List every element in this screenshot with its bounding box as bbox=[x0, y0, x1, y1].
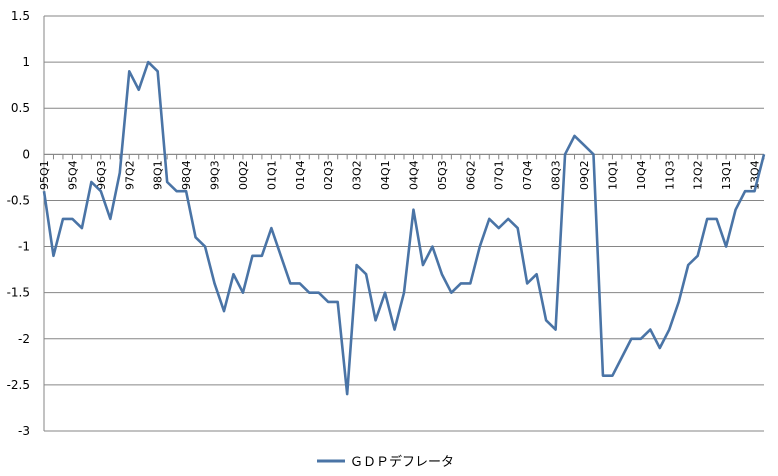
legend: ＧＤＰデフレータ bbox=[317, 454, 454, 470]
x-tick-label: 95Q4 bbox=[66, 160, 79, 190]
y-tick-label: 1.5 bbox=[11, 9, 30, 23]
x-tick-label: 06Q2 bbox=[464, 160, 477, 190]
y-tick-label: 0.5 bbox=[11, 101, 30, 115]
x-tick-label: 11Q3 bbox=[663, 160, 676, 190]
x-axis: 95Q1 95Q4 96Q3 97Q2 98Q1 98Q4 99Q3 00Q2 01Q1 01Q4… bbox=[38, 153, 765, 190]
x-tick-label: 01Q1 bbox=[265, 160, 278, 190]
x-tick-label: 10Q1 bbox=[606, 160, 619, 190]
x-tick-label: 01Q4 bbox=[294, 160, 307, 190]
x-tick-label: 02Q3 bbox=[322, 160, 335, 190]
x-tick-label: 95Q1 bbox=[38, 160, 51, 190]
y-tick-label: -2 bbox=[18, 332, 30, 346]
x-tick-label: 98Q1 bbox=[152, 160, 165, 190]
x-tick-label: 03Q2 bbox=[351, 160, 364, 190]
x-tick-label: 96Q3 bbox=[95, 160, 108, 190]
y-axis-ticks: 1.5 1 0.5 0 -0.5 -1 -1.5 -2 -2.5 -3 bbox=[7, 9, 30, 438]
x-tick-label: 07Q4 bbox=[521, 160, 534, 190]
y-tick-label: -1.5 bbox=[7, 286, 30, 300]
x-tick-label: 04Q1 bbox=[379, 160, 392, 190]
x-tick-label: 12Q2 bbox=[692, 160, 705, 190]
x-tick-label: 13Q1 bbox=[720, 160, 733, 190]
legend-label: ＧＤＰデフレータ bbox=[350, 454, 454, 470]
y-tick-label: 0 bbox=[22, 147, 30, 161]
x-tick-label: 00Q2 bbox=[237, 160, 250, 190]
y-tick-label: -2.5 bbox=[7, 378, 30, 392]
series-line bbox=[42, 60, 766, 396]
y-tick-label: 1 bbox=[22, 55, 30, 69]
x-tick-label: 09Q2 bbox=[578, 160, 591, 190]
x-tick-label: 04Q4 bbox=[407, 160, 420, 190]
y-tick-label: -1 bbox=[18, 240, 30, 254]
x-tick-label: 07Q1 bbox=[493, 160, 506, 190]
x-tick-label: 13Q4 bbox=[749, 160, 762, 190]
gridlines bbox=[43, 15, 764, 432]
x-tick-label: 05Q3 bbox=[436, 160, 449, 190]
x-tick-label: 99Q3 bbox=[209, 160, 222, 190]
y-tick-label: -0.5 bbox=[7, 193, 30, 207]
x-tick-label: 97Q2 bbox=[123, 160, 136, 190]
series-layer bbox=[42, 60, 766, 396]
y-tick-label: -3 bbox=[18, 424, 30, 438]
x-tick-label: 10Q4 bbox=[635, 160, 648, 190]
x-tick-label: 98Q4 bbox=[180, 160, 193, 190]
x-tick-label: 08Q3 bbox=[550, 160, 563, 190]
